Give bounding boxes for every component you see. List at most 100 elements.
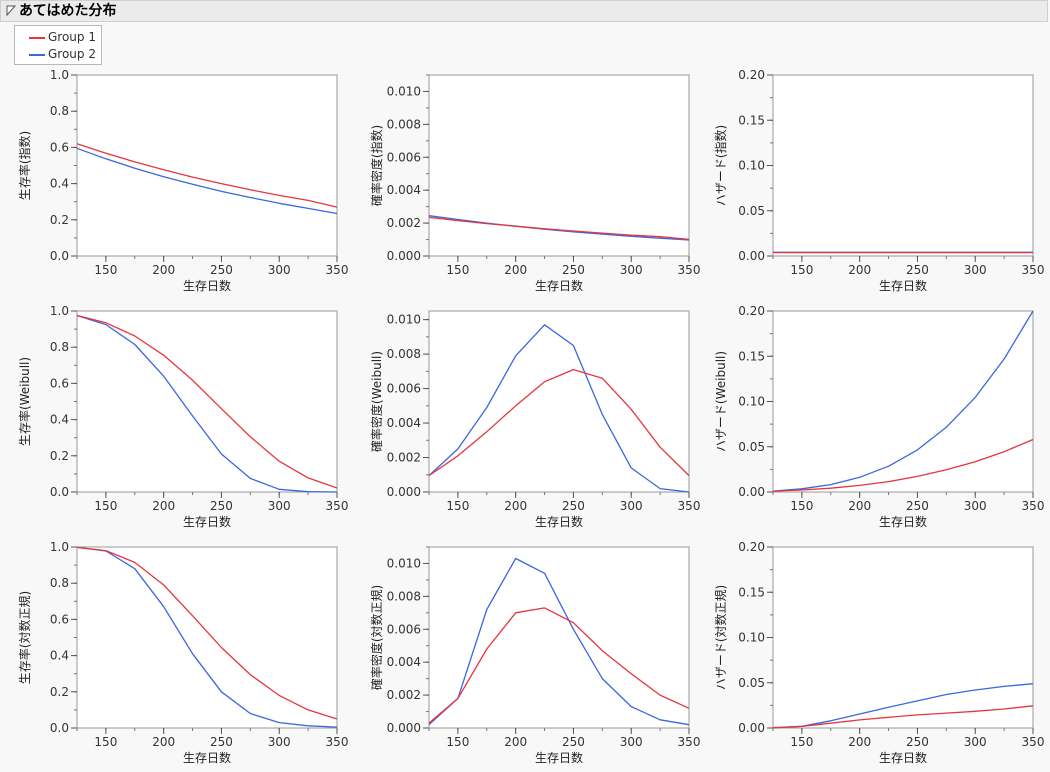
x-tick-label: 350 (326, 263, 349, 277)
y-tick-label: 0.10 (738, 631, 765, 645)
x-tick-label: 350 (678, 499, 701, 513)
x-tick-label: 350 (326, 499, 349, 513)
y-tick-label: 1.0 (50, 304, 69, 318)
x-tick-label: 150 (94, 499, 117, 513)
chart-panel-1: 150 200 250 300 350 0.0 0.2 0.4 0.6 0.8 1.0 生存日数 生存率… (17, 68, 348, 293)
plot-frame (428, 310, 690, 493)
plot-frame (76, 310, 338, 493)
y-tick-label: 0.0 (50, 485, 69, 499)
y-tick-label: 0.008 (387, 347, 421, 361)
y-tick-label: 0.10 (738, 395, 765, 409)
y-tick-label: 0.010 (387, 556, 421, 570)
series-line-group-1 (428, 368, 690, 477)
series-line-group-1 (76, 314, 338, 489)
y-tick-label: 0.010 (387, 313, 421, 327)
plot-frame (772, 546, 1034, 729)
x-tick-label: 350 (678, 263, 701, 277)
legend-item-group-1[interactable]: Group 1 (15, 29, 101, 45)
outline-header: あてはめた分布 (0, 0, 1048, 22)
x-axis-label: 生存日数 (879, 514, 927, 529)
series-line-group-2 (428, 324, 690, 493)
x-tick-label: 200 (152, 499, 175, 513)
y-tick-label: 0.008 (387, 589, 421, 603)
y-tick-label: 0.000 (387, 721, 421, 735)
x-tick-label: 200 (504, 263, 527, 277)
x-tick-label: 150 (790, 735, 813, 749)
y-axis-label: 確率密度(指数) (369, 125, 384, 206)
x-tick-label: 250 (562, 499, 585, 513)
disclosure-triangle-down-icon[interactable] (4, 5, 16, 17)
series-line-group-2 (76, 147, 338, 215)
y-tick-label: 0.006 (387, 622, 421, 636)
y-tick-label: 0.004 (387, 655, 421, 669)
x-axis-label: 生存日数 (183, 514, 231, 529)
plot-frame (76, 74, 338, 257)
x-tick-label: 200 (848, 499, 871, 513)
x-tick-label: 250 (906, 735, 929, 749)
y-tick-label: 0.8 (50, 340, 69, 354)
y-tick-label: 0.00 (738, 485, 765, 499)
y-tick-label: 0.8 (50, 104, 69, 118)
y-tick-label: 0.0 (50, 721, 69, 735)
series-line-group-1 (772, 705, 1034, 729)
chart-panel-6: 150 200 250 300 350 0.00 0.05 0.10 0.15 0.20 生存日数 ハ… (714, 304, 1044, 529)
x-tick-label: 200 (848, 263, 871, 277)
y-tick-label: 0.002 (387, 688, 421, 702)
x-tick-label: 300 (964, 263, 987, 277)
x-tick-label: 300 (620, 735, 643, 749)
series-line-group-2 (76, 546, 338, 728)
legend-item-group-2[interactable]: Group 2 (15, 46, 101, 62)
y-tick-label: 0.20 (738, 68, 765, 82)
x-tick-label: 300 (620, 263, 643, 277)
x-tick-label: 150 (94, 263, 117, 277)
x-tick-label: 150 (790, 499, 813, 513)
x-tick-label: 300 (268, 735, 291, 749)
y-tick-label: 0.05 (738, 204, 765, 218)
x-tick-label: 150 (790, 263, 813, 277)
y-axis-label: 生存率(対数正規) (17, 591, 32, 684)
x-tick-label: 250 (906, 499, 929, 513)
y-axis-label: ハザード(対数正規) (713, 585, 728, 690)
x-tick-label: 300 (620, 499, 643, 513)
plot-frame (772, 74, 1034, 257)
x-tick-label: 250 (210, 499, 233, 513)
x-tick-label: 250 (210, 263, 233, 277)
x-tick-label: 200 (848, 735, 871, 749)
x-tick-label: 300 (964, 735, 987, 749)
x-tick-label: 350 (326, 735, 349, 749)
y-tick-label: 0.15 (738, 585, 765, 599)
x-axis-label: 生存日数 (535, 750, 583, 765)
x-tick-label: 300 (964, 499, 987, 513)
chart-panel-3: 150 200 250 300 350 0.00 0.05 0.10 0.15 0.20 生存日数 ハ… (713, 68, 1044, 293)
x-tick-label: 200 (504, 499, 527, 513)
y-tick-label: 0.008 (387, 117, 421, 131)
x-axis-label: 生存日数 (879, 750, 927, 765)
legend-label-group-1: Group 1 (48, 30, 96, 44)
y-tick-label: 0.6 (50, 612, 69, 626)
x-tick-label: 200 (152, 735, 175, 749)
y-tick-label: 0.15 (738, 113, 765, 127)
y-tick-label: 0.4 (50, 413, 69, 427)
y-tick-label: 0.2 (50, 449, 69, 463)
y-tick-label: 0.6 (50, 140, 69, 154)
x-axis-label: 生存日数 (183, 750, 231, 765)
x-tick-label: 350 (1022, 263, 1045, 277)
x-tick-label: 250 (210, 735, 233, 749)
series-line-group-2 (772, 683, 1034, 729)
y-tick-label: 0.0 (50, 249, 69, 263)
x-tick-label: 200 (152, 263, 175, 277)
x-tick-label: 150 (94, 735, 117, 749)
legend-swatch-group-2 (29, 54, 45, 56)
x-tick-label: 300 (268, 499, 291, 513)
x-tick-label: 150 (446, 735, 469, 749)
series-line-group-1 (428, 216, 690, 241)
chart-panel-2: 150 200 250 300 350 0.000 0.002 0.004 0.006 0.008… (369, 74, 701, 293)
x-tick-label: 150 (446, 499, 469, 513)
y-axis-label: ハザード(指数) (713, 125, 728, 206)
y-axis-label: ハザード(Weibull) (714, 351, 728, 452)
chart-panel-7: 150 200 250 300 350 0.0 0.2 0.4 0.6 0.8 1.0 生存日数 生存率… (17, 540, 348, 765)
x-tick-label: 250 (562, 735, 585, 749)
y-tick-label: 0.002 (387, 216, 421, 230)
plot-frame (428, 546, 690, 729)
